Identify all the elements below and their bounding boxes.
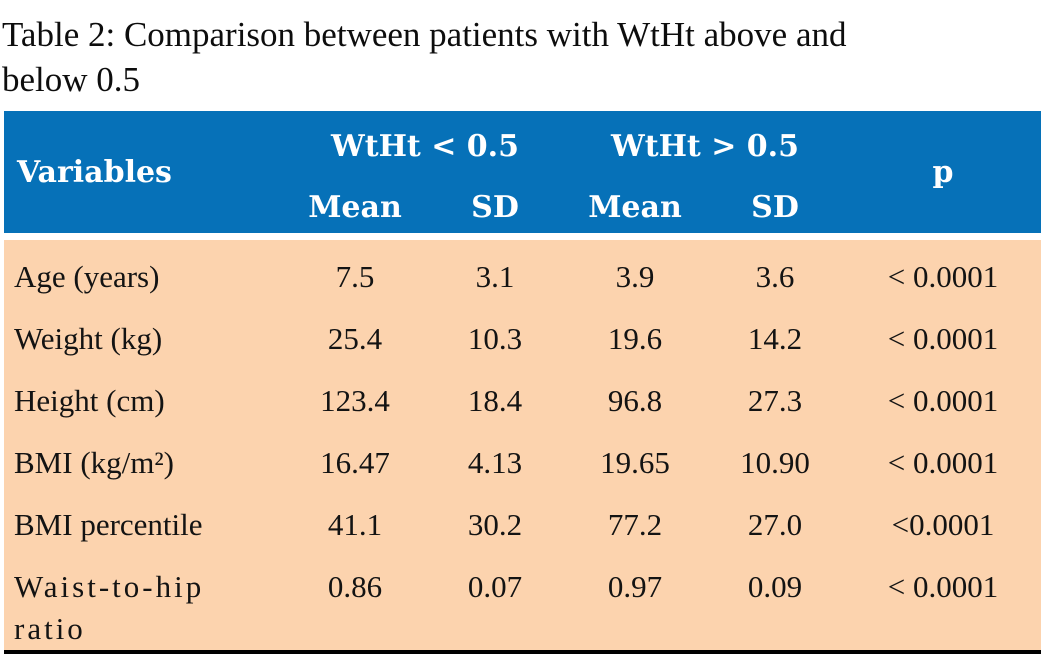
cell-sd-2: 27.0 <box>705 488 845 550</box>
cell-p: < 0.0001 <box>845 426 1041 488</box>
cell-sd-1: 4.13 <box>425 426 565 488</box>
table-body: Age (years) 7.5 3.1 3.9 3.6 < 0.0001 Wei… <box>4 240 1041 654</box>
cell-sd-1: 10.3 <box>425 302 565 364</box>
cell-p: < 0.0001 <box>845 550 1041 654</box>
subheader-sd-1: SD <box>425 181 565 240</box>
cell-mean-2: 19.6 <box>565 302 705 364</box>
table-title-line-2: below 0.5 <box>2 60 141 99</box>
comparison-table: Variables WtHt < 0.5 WtHt > 0.5 p Mean S… <box>4 111 1041 654</box>
header-group-wtht-above: WtHt > 0.5 <box>565 111 845 181</box>
cell-variable: BMI (kg/m²) <box>4 426 285 488</box>
subheader-mean-2: Mean <box>565 181 705 240</box>
cell-p: < 0.0001 <box>845 302 1041 364</box>
header-row-stats: Mean SD Mean SD <box>4 181 1041 240</box>
cell-mean-2: 0.97 <box>565 550 705 654</box>
table-title: Table 2: Comparison between patients wit… <box>0 0 1053 102</box>
cell-mean-2: 3.9 <box>565 240 705 302</box>
header-row-groups: Variables WtHt < 0.5 WtHt > 0.5 p <box>4 111 1041 240</box>
cell-variable: BMI percentile <box>4 488 285 550</box>
cell-p: < 0.0001 <box>845 364 1041 426</box>
table-row-waist-to-hip: Waist-to-hip ratio 0.86 0.07 0.97 0.09 <… <box>4 550 1041 654</box>
cell-mean-2: 19.65 <box>565 426 705 488</box>
cell-variable: Waist-to-hip ratio <box>4 550 285 654</box>
table-row-bmi: BMI (kg/m²) 16.47 4.13 19.65 10.90 < 0.0… <box>4 426 1041 488</box>
cell-p: < 0.0001 <box>845 240 1041 302</box>
cell-variable: Weight (kg) <box>4 302 285 364</box>
cell-sd-2: 27.3 <box>705 364 845 426</box>
table-row-age: Age (years) 7.5 3.1 3.9 3.6 < 0.0001 <box>4 240 1041 302</box>
header-group-wtht-below: WtHt < 0.5 <box>285 111 565 181</box>
cell-mean-1: 16.47 <box>285 426 425 488</box>
subheader-mean-1: Mean <box>285 181 425 240</box>
cell-sd-2: 0.09 <box>705 550 845 654</box>
cell-mean-1: 7.5 <box>285 240 425 302</box>
cell-sd-2: 14.2 <box>705 302 845 364</box>
cell-sd-1: 18.4 <box>425 364 565 426</box>
cell-sd-2: 3.6 <box>705 240 845 302</box>
subheader-sd-2: SD <box>705 181 845 240</box>
cell-mean-1: 123.4 <box>285 364 425 426</box>
header-variables: Variables <box>4 111 285 240</box>
cell-p: <0.0001 <box>845 488 1041 550</box>
table-row-height: Height (cm) 123.4 18.4 96.8 27.3 < 0.000… <box>4 364 1041 426</box>
cell-mean-2: 77.2 <box>565 488 705 550</box>
cell-sd-1: 30.2 <box>425 488 565 550</box>
cell-mean-2: 96.8 <box>565 364 705 426</box>
cell-variable: Height (cm) <box>4 364 285 426</box>
cell-mean-1: 25.4 <box>285 302 425 364</box>
table-row-bmi-percentile: BMI percentile 41.1 30.2 77.2 27.0 <0.00… <box>4 488 1041 550</box>
table-title-line-1: Table 2: Comparison between patients wit… <box>2 15 847 54</box>
table-header: Variables WtHt < 0.5 WtHt > 0.5 p Mean S… <box>4 111 1041 240</box>
table-row-weight: Weight (kg) 25.4 10.3 19.6 14.2 < 0.0001 <box>4 302 1041 364</box>
header-p-value: p <box>845 111 1041 240</box>
cell-mean-1: 0.86 <box>285 550 425 654</box>
cell-sd-1: 3.1 <box>425 240 565 302</box>
cell-variable: Age (years) <box>4 240 285 302</box>
cell-mean-1: 41.1 <box>285 488 425 550</box>
cell-sd-1: 0.07 <box>425 550 565 654</box>
cell-sd-2: 10.90 <box>705 426 845 488</box>
